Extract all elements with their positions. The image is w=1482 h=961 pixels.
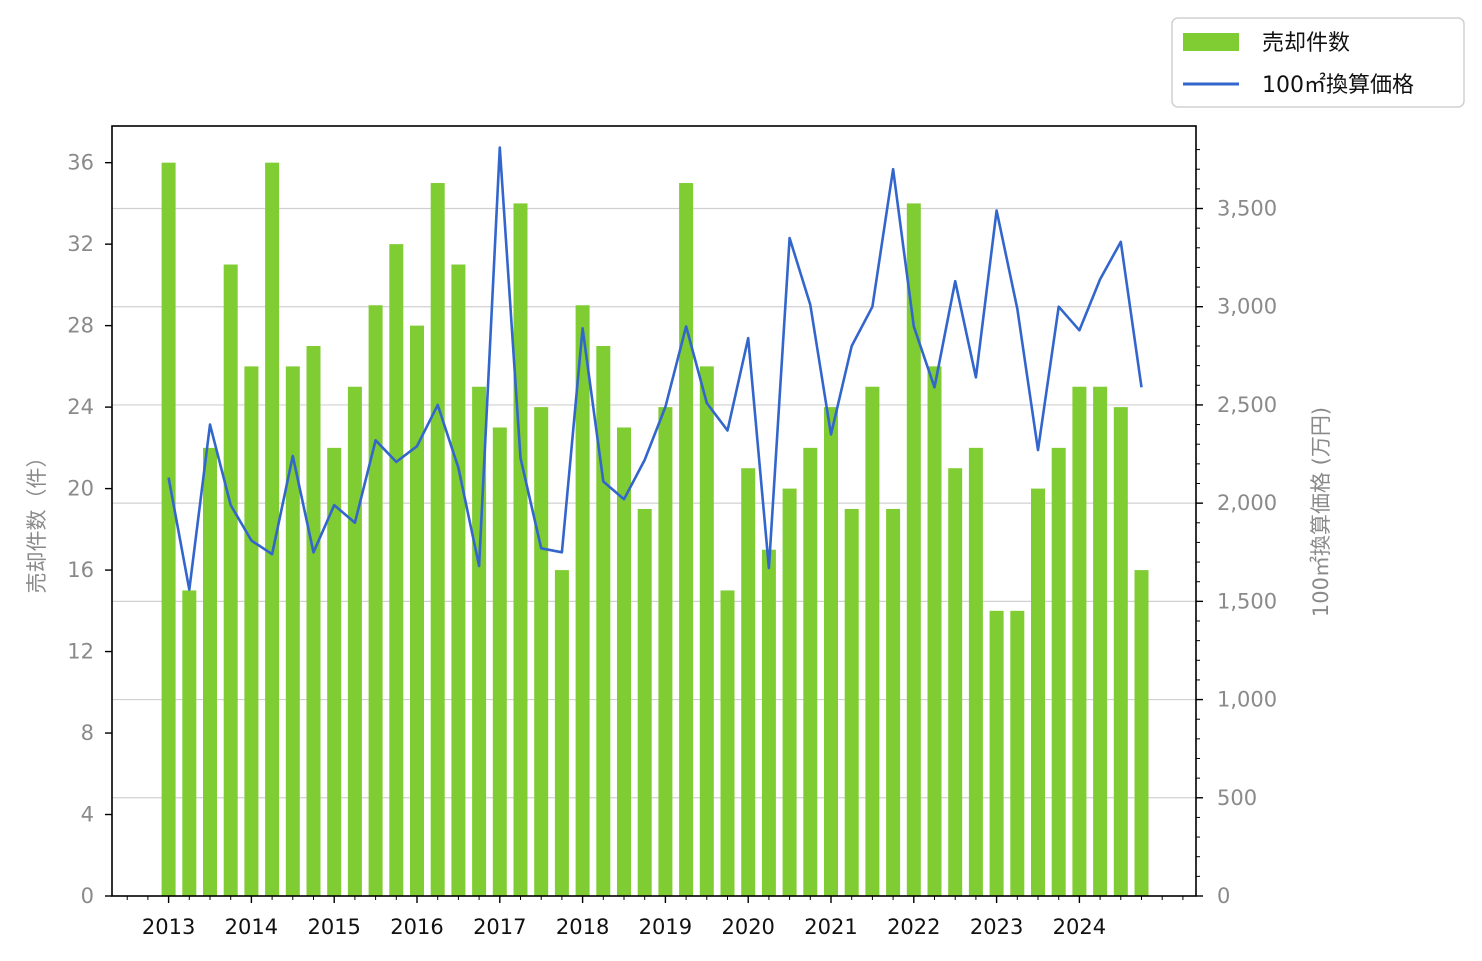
x-tick-label: 2016 <box>390 915 443 939</box>
bar <box>844 508 859 896</box>
y-tick-label: 12 <box>67 640 94 664</box>
bar <box>430 183 445 896</box>
bar <box>513 203 528 896</box>
y-tick-label: 28 <box>67 314 94 338</box>
x-tick-label: 2022 <box>887 915 940 939</box>
bar <box>596 346 611 896</box>
y-tick-label: 0 <box>81 884 94 908</box>
bar <box>1134 570 1149 896</box>
y2-tick-label: 500 <box>1217 786 1257 810</box>
bar <box>410 325 424 896</box>
legend-line-label: 100㎡換算価格 <box>1262 72 1414 98</box>
x-tick-label: 2018 <box>556 915 609 939</box>
bar <box>968 447 983 896</box>
bar <box>534 407 549 896</box>
right-axis-title: 100㎡換算価格 (万円) <box>1309 407 1333 617</box>
bar <box>824 407 838 896</box>
bar <box>327 447 342 896</box>
x-tick-label: 2021 <box>804 915 857 939</box>
bar <box>617 427 631 896</box>
bar <box>782 488 797 896</box>
bar <box>637 508 652 896</box>
x-tick-label: 2017 <box>473 915 526 939</box>
bar <box>886 508 901 896</box>
price-line <box>167 146 1143 591</box>
bar <box>761 549 776 896</box>
y2-tick-label: 1,500 <box>1217 589 1277 613</box>
bar <box>203 447 217 896</box>
x-tick-label: 2013 <box>142 915 195 939</box>
right-axis-ticks: 0 500 1,000 1,500 2,000 2,500 3,000 3,500 <box>1196 149 1277 908</box>
bar <box>989 610 1004 896</box>
bar <box>1051 447 1066 896</box>
bar <box>451 264 466 896</box>
y-tick-label: 4 <box>81 803 94 827</box>
line-series <box>167 146 1143 591</box>
x-tick-label: 2023 <box>970 915 1023 939</box>
y2-tick-label: 2,500 <box>1217 393 1277 417</box>
y-tick-label: 16 <box>67 558 94 582</box>
bar <box>285 366 300 896</box>
bar <box>865 386 880 896</box>
bar <box>368 305 383 896</box>
x-tick-label: 2020 <box>721 915 774 939</box>
bar <box>658 407 673 896</box>
bar <box>1010 610 1025 896</box>
bar <box>244 366 259 896</box>
bar <box>554 570 569 896</box>
bar <box>906 203 921 896</box>
bar <box>1093 386 1108 896</box>
legend-frame <box>1171 17 1465 108</box>
legend-bar-swatch <box>1183 33 1239 51</box>
y2-tick-label: 2,000 <box>1217 491 1277 515</box>
x-tick-label: 2014 <box>225 915 278 939</box>
x-tick-label: 2015 <box>307 915 360 939</box>
bar <box>161 162 176 896</box>
bar <box>679 183 694 896</box>
x-tick-label: 2024 <box>1053 915 1106 939</box>
bar <box>1031 488 1045 896</box>
y-tick-label: 24 <box>67 395 94 419</box>
y2-tick-label: 1,000 <box>1217 688 1277 712</box>
y-tick-label: 32 <box>67 232 94 256</box>
bar <box>1072 386 1087 896</box>
left-axis-ticks: 0 4 8 12 16 20 24 28 32 36 <box>67 151 112 908</box>
x-tick-label: 2019 <box>639 915 692 939</box>
legend-bar-label: 売却件数 <box>1262 31 1350 56</box>
bar <box>948 468 963 896</box>
plot-frame <box>111 125 1197 897</box>
bar <box>741 468 756 896</box>
y2-tick-label: 3,000 <box>1217 295 1277 319</box>
bar <box>182 590 197 896</box>
y2-tick-label: 0 <box>1217 884 1230 908</box>
bar <box>492 427 507 896</box>
left-axis-title: 売却件数（件） <box>25 447 49 594</box>
bar <box>575 305 590 896</box>
bar <box>720 590 735 896</box>
bar <box>803 447 818 896</box>
bar <box>1113 407 1128 896</box>
bar <box>306 346 321 896</box>
y2-tick-label: 3,500 <box>1217 197 1277 221</box>
legend: 売却件数 100㎡換算価格 <box>1171 17 1465 108</box>
x-axis-ticks: 2013 2014 2015 2016 2017 2018 2019 2020 2021 2022… <box>126 896 1184 939</box>
y-tick-label: 8 <box>81 721 94 745</box>
bar <box>223 264 238 896</box>
bar <box>389 244 404 897</box>
bar <box>699 366 714 896</box>
bar <box>927 366 942 896</box>
y-tick-label: 20 <box>67 477 94 501</box>
bar <box>265 162 280 896</box>
y-tick-label: 36 <box>67 151 94 175</box>
bar <box>347 386 362 896</box>
